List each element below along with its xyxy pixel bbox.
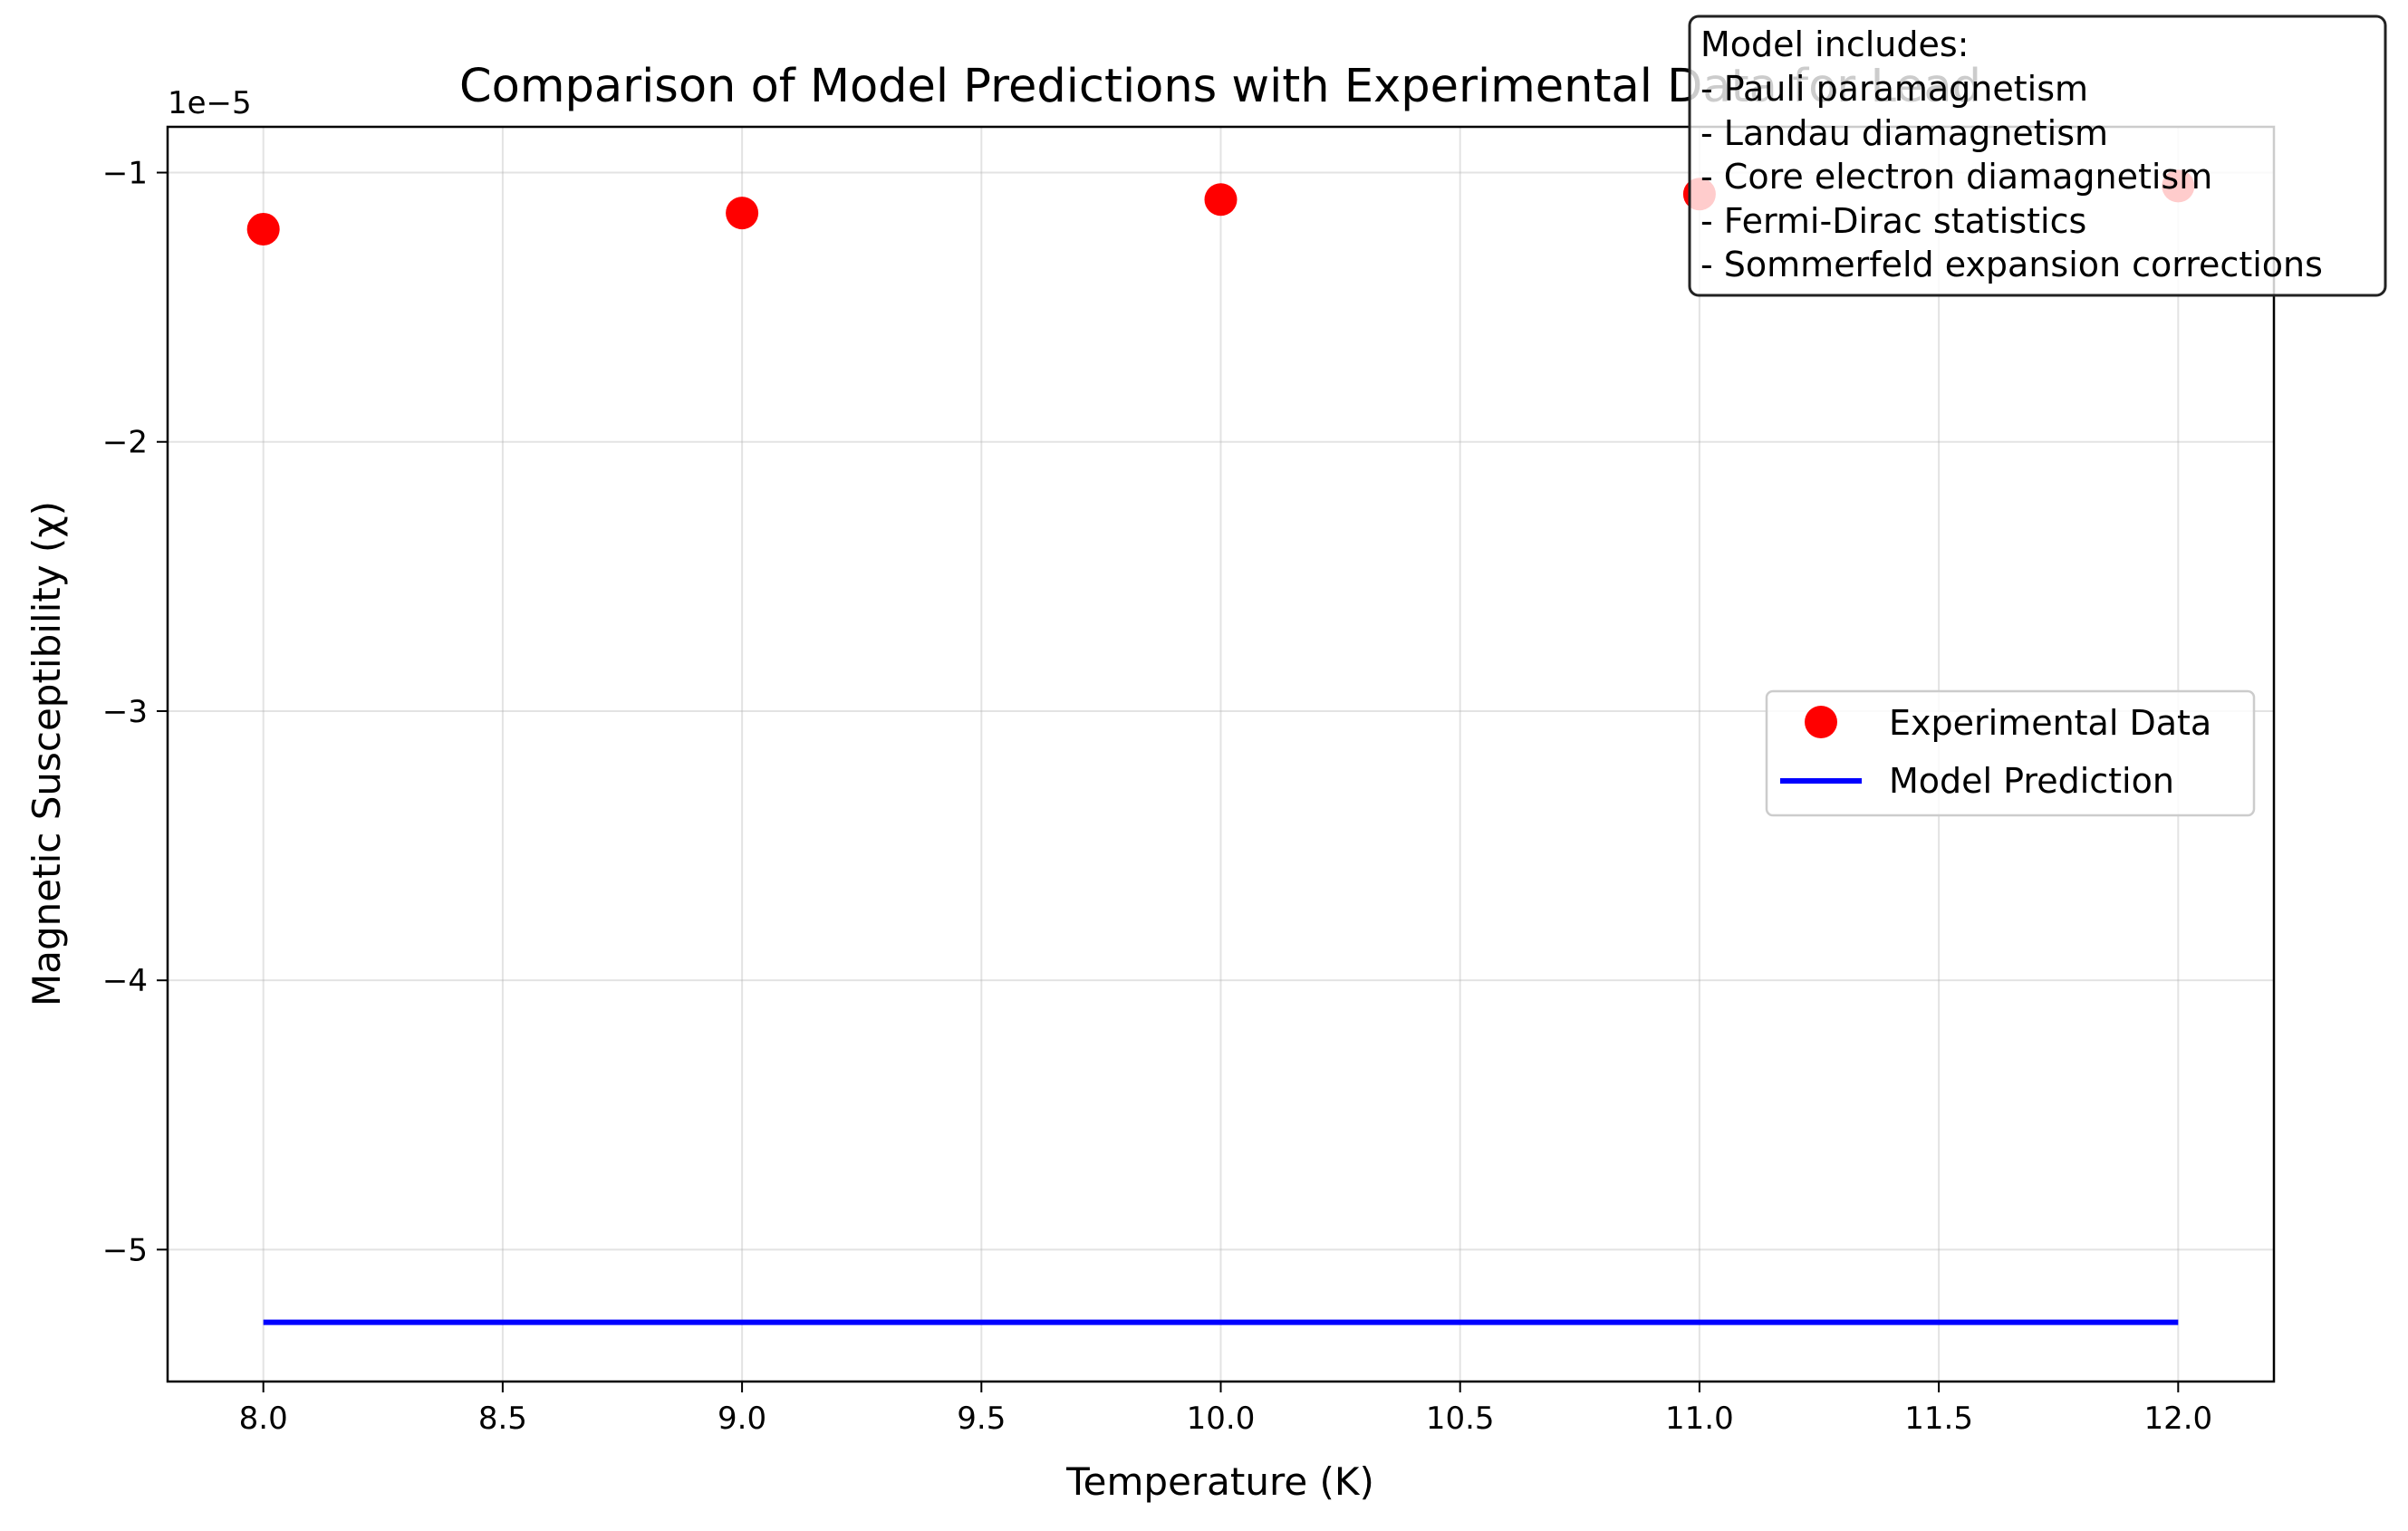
x-tick-label: 11.0 <box>1665 1401 1734 1437</box>
y-tick-label: −4 <box>102 963 148 999</box>
model-note-line: - Landau diamagnetism <box>1700 113 2108 153</box>
y-offset-label: 1e−5 <box>168 85 252 121</box>
x-tick-label: 12.0 <box>2143 1401 2212 1437</box>
legend-marker-experimental <box>1805 706 1837 738</box>
x-axis-label: Temperature (K) <box>1065 1459 1374 1504</box>
x-tick-label: 8.5 <box>478 1401 527 1437</box>
x-axis-ticks: 8.0 8.5 9.0 9.5 10.0 10.5 11.0 11.5 12.0 <box>239 1382 2212 1437</box>
x-tick-label: 9.5 <box>957 1401 1006 1437</box>
model-note-box: Model includes: - Pauli paramagnetism - … <box>1688 14 2387 297</box>
y-tick-label: −5 <box>102 1232 148 1268</box>
model-note-line: - Fermi-Dirac statistics <box>1700 201 2086 241</box>
model-note-line: - Core electron diamagnetism <box>1700 157 2212 197</box>
x-tick-label: 10.0 <box>1187 1401 1256 1437</box>
model-note-line: Model includes: <box>1700 24 1969 64</box>
y-tick-label: −2 <box>102 425 148 461</box>
experimental-data-point <box>246 212 280 246</box>
model-note-frame <box>1688 14 2387 297</box>
y-tick-label: −1 <box>102 156 148 192</box>
legend: Experimental Data Model Prediction <box>1765 689 2256 817</box>
y-axis-ticks: −1 −2 −3 −4 −5 <box>102 156 168 1268</box>
model-note-line: - Sommerfeld expansion corrections <box>1700 245 2323 284</box>
x-tick-label: 11.5 <box>1904 1401 1973 1437</box>
model-note-line: - Pauli paramagnetism <box>1700 69 2088 109</box>
y-axis-label: Magnetic Susceptibility (χ) <box>24 501 69 1006</box>
legend-label-model: Model Prediction <box>1889 761 2174 801</box>
x-tick-label: 8.0 <box>239 1401 288 1437</box>
y-tick-label: −3 <box>102 694 148 730</box>
x-tick-label: 10.5 <box>1426 1401 1495 1437</box>
experimental-data-point <box>1204 183 1238 217</box>
legend-label-experimental: Experimental Data <box>1889 703 2211 743</box>
legend-frame <box>1765 689 2256 817</box>
x-tick-label: 9.0 <box>718 1401 766 1437</box>
experimental-data-point <box>726 197 759 230</box>
